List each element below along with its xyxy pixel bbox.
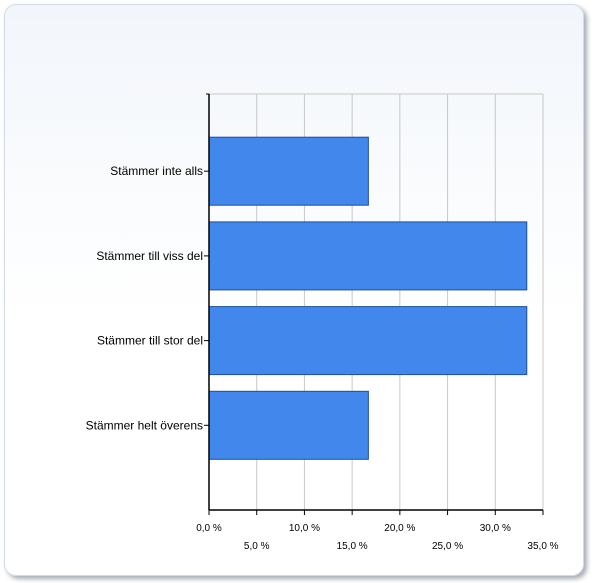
category-label: Stämmer helt överens	[86, 418, 203, 432]
x-tick-label: 0,0 %	[196, 523, 222, 534]
axes	[204, 93, 544, 515]
bar[interactable]	[208, 306, 528, 376]
x-tick-label: 25,0 %	[432, 541, 463, 552]
category-label: Stämmer inte alls	[110, 164, 203, 178]
category-label: Stämmer till viss del	[96, 249, 203, 263]
x-tick-label: 15,0 %	[337, 541, 368, 552]
labels: 0,0 % 5,0 % 10,0 % 15,0 % 20,0 % 25,0 % 30,0 %…	[86, 164, 559, 552]
bar[interactable]	[208, 221, 528, 291]
bar[interactable]	[208, 136, 369, 206]
bars	[208, 136, 528, 460]
x-tick-label: 20,0 %	[384, 523, 415, 534]
category-label: Stämmer till stor del	[97, 334, 203, 348]
x-tick-label: 35,0 %	[527, 541, 558, 552]
x-tick-label: 5,0 %	[244, 541, 270, 552]
x-tick-label: 10,0 %	[289, 523, 320, 534]
x-tick-label: 30,0 %	[480, 523, 511, 534]
bar[interactable]	[208, 390, 369, 460]
